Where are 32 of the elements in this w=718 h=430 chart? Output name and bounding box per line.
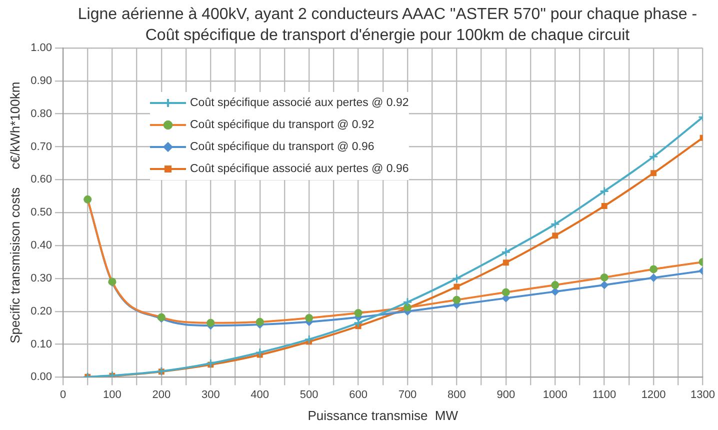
- x-tick-label: 700: [398, 388, 417, 401]
- y-tick-label: 0.20: [30, 305, 52, 318]
- legend-label: Coût spécifique associé aux pertes @ 0.96: [190, 163, 409, 175]
- y-tick-label: 1.00: [30, 42, 52, 54]
- x-tick-label: 800: [448, 388, 466, 401]
- x-tick-label: 0: [60, 388, 66, 401]
- x-tick-label: 200: [152, 388, 171, 401]
- y-tick-label: 0.10: [30, 338, 52, 350]
- y-tick-label: 0.80: [30, 108, 52, 120]
- x-tick-label: 1300: [690, 388, 716, 401]
- x-tick-label: 1200: [641, 388, 666, 401]
- legend-label: Coût spécifique associé aux pertes @ 0.92: [190, 97, 409, 109]
- x-axis-title: Puissance transmise MW: [308, 408, 459, 423]
- y-tick-label: 0.70: [30, 140, 52, 153]
- legend-label: Coût spécifique du transport @ 0.92: [190, 119, 374, 131]
- chart-title: Ligne aérienne à 400kV, ayant 2 conducteurs AAAC "ASTER 570" pour chaque phase - Coût spécifique de transport d'énergie pour 100km de chaque circuit: [76, 5, 698, 46]
- y-tick-label: 0.00: [30, 371, 52, 384]
- y-tick-label: 0.60: [30, 174, 52, 186]
- y-axis-title: Specific transmisison costs c€/kWh*100km: [7, 82, 22, 344]
- y-tick-label: 0.30: [30, 272, 52, 284]
- x-tick-label: 1000: [542, 388, 568, 401]
- x-tick-label: 1100: [592, 388, 616, 401]
- x-tick-label: 100: [103, 388, 122, 401]
- x-tick-label: 500: [300, 388, 318, 401]
- x-tick-label: 400: [250, 388, 270, 401]
- x-tick-label: 600: [349, 388, 368, 401]
- y-tick-label: 0.50: [30, 206, 52, 219]
- x-tick-label: 900: [496, 388, 516, 401]
- legend-label: Coût spécifique du transport @ 0.96: [190, 141, 374, 153]
- y-tick-label: 0.90: [30, 74, 52, 87]
- x-tick-label: 300: [201, 388, 220, 401]
- y-tick-label: 0.40: [30, 240, 52, 252]
